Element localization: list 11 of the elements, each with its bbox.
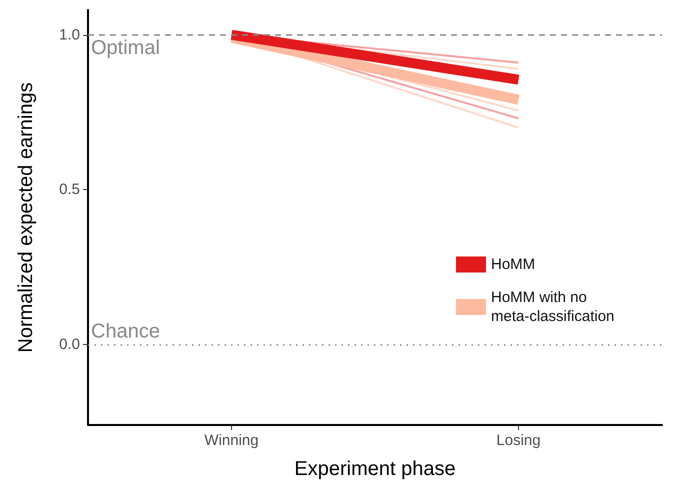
x-tick-label: Losing — [496, 432, 541, 449]
y-axis-title: Normalized expected earnings — [15, 82, 37, 353]
legend-label: HoMM with no meta-classification — [491, 289, 614, 325]
ref-line-label: Optimal — [91, 36, 160, 59]
y-tick-label: 1.0 — [59, 26, 80, 44]
x-tick-label: Winning — [204, 432, 259, 449]
x-axis-title: Experiment phase — [294, 458, 456, 480]
y-tick-label: 0.5 — [59, 181, 80, 198]
ref-line-label: Chance — [91, 320, 160, 342]
y-tick-label: 0.0 — [59, 336, 80, 353]
legend-label: HoMM — [491, 256, 536, 273]
